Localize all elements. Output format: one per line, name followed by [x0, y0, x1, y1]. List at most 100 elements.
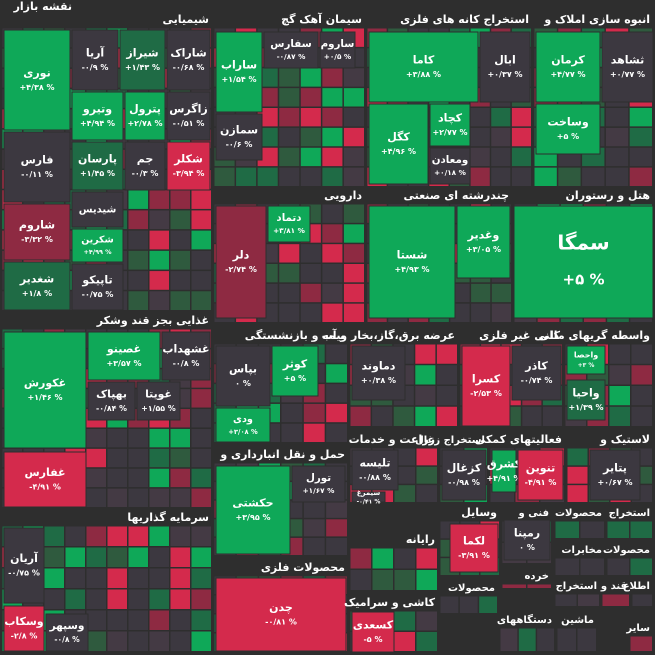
- sector-label: مخابرات: [561, 545, 602, 556]
- stock-change: -۳/۹۱ %: [458, 551, 490, 560]
- filler-cell: [436, 344, 457, 364]
- filler-cell: [279, 147, 300, 167]
- stock-change: -۳/۳۲ %: [21, 235, 53, 244]
- stock-cell: [351, 491, 386, 503]
- filler-cell: [128, 448, 148, 468]
- stock-name: بپاس: [229, 362, 257, 375]
- filler-cell: [86, 610, 106, 630]
- filler-cell: [170, 428, 190, 448]
- filler-cell: [491, 167, 511, 186]
- filler-cell: [605, 127, 629, 147]
- stock-name: ومعادن: [432, 154, 468, 166]
- stock-cell: [124, 91, 166, 141]
- stock-change: +۴/۹۱ %: [486, 474, 521, 483]
- stock-change: +۳/۹۵ %: [235, 513, 270, 522]
- stock-name: ساراب: [221, 58, 257, 71]
- stock-name: زاگرس: [169, 102, 208, 115]
- stock-change: ۰ %: [519, 543, 535, 552]
- stock-cell: [119, 29, 166, 91]
- stock-cell: [215, 113, 263, 161]
- stock-name: کاذر: [524, 359, 548, 372]
- filler-cell: [605, 147, 629, 167]
- filler-cell: [279, 167, 300, 186]
- sector-label: عرضه برق،گاز،بخار و آب: [322, 328, 455, 342]
- stock-name: رمپنا: [514, 526, 540, 539]
- filler-cell: [605, 167, 629, 186]
- sector-label: هتل و رستوران: [566, 189, 650, 202]
- filler-cell: [537, 628, 554, 651]
- filler-cell: [191, 230, 211, 250]
- stock-name: شیراز: [125, 46, 158, 59]
- filler-cell: [567, 448, 588, 466]
- filler-cell: [436, 386, 457, 406]
- stock-name: تنوین: [526, 461, 556, 474]
- filler-cell: [500, 628, 518, 651]
- filler-cell: [149, 610, 169, 630]
- stock-name: پارسان: [78, 152, 117, 165]
- filler-cell: [300, 88, 321, 107]
- stock-cell: [166, 141, 211, 191]
- filler-cell: [149, 291, 169, 310]
- stock-change: +۴/۹۶ %: [381, 147, 416, 156]
- stock-change: +۳ %: [578, 362, 595, 369]
- stock-cell: [511, 345, 562, 401]
- sector-label: غذایی بجز قند وشکر: [96, 314, 209, 327]
- stock-change: -۵ %: [363, 635, 382, 644]
- stock-cell: [566, 379, 606, 421]
- filler-cell: [394, 448, 415, 466]
- stock-change: -۰/۸۸ %: [359, 473, 391, 482]
- stock-change: +۴/۹۴ %: [80, 119, 115, 128]
- filler-cell: [149, 488, 169, 507]
- filler-cell: [86, 547, 106, 567]
- filler-cell: [471, 283, 491, 303]
- stock-name: تاپیکو: [81, 273, 112, 286]
- filler-cell: [107, 428, 127, 448]
- filler-cell: [394, 485, 415, 502]
- stock-cell: [368, 205, 456, 319]
- filler-cell: [343, 264, 364, 283]
- filler-cell: [415, 406, 436, 426]
- sector-label: کاشی و سرامیک: [344, 596, 436, 609]
- stock-cell: [3, 203, 71, 261]
- stock-cell: [535, 31, 601, 103]
- filler-cell: [170, 547, 190, 567]
- stock-cell: [319, 31, 356, 69]
- filler-cell: [191, 468, 211, 488]
- stock-cell: [166, 29, 211, 91]
- stock-change: -۰/۸۴ %: [96, 404, 127, 413]
- stock-change: -۲/۵۳ %: [470, 389, 502, 398]
- sector-label: استخراج کانه های فلزی: [400, 13, 529, 27]
- filler-cell: [609, 386, 630, 406]
- stock-change: +۰/۷۷ %: [610, 70, 645, 79]
- sector-label: دارویی: [324, 189, 362, 202]
- filler-cell: [170, 468, 190, 488]
- stock-name: تورل: [306, 472, 331, 484]
- stock-change: +۵ %: [284, 374, 306, 383]
- filler-cell: [350, 406, 371, 426]
- filler-cell: [440, 596, 459, 613]
- stock-name: ودی: [233, 414, 253, 425]
- stock-change: -۰/۱۱ %: [21, 170, 53, 179]
- filler-cell: [65, 589, 85, 609]
- stock-name: حکشتی: [232, 496, 273, 509]
- filler-cell: [326, 384, 347, 403]
- stock-name: پترول: [129, 102, 161, 115]
- filler-cell: [214, 167, 235, 186]
- filler-cell: [491, 283, 511, 303]
- stock-change: -۰/۹ %: [82, 63, 109, 72]
- stock-cell: [3, 29, 71, 131]
- filler-cell: [191, 291, 211, 310]
- sector-label: چندرشته ای صنعتی: [403, 189, 509, 202]
- stock-name: کشرق: [487, 457, 522, 470]
- filler-cell: [170, 568, 190, 588]
- sector-label: محصولات: [448, 583, 495, 594]
- stock-change: +۱/۵۵ %: [141, 404, 176, 413]
- filler-cell: [322, 303, 343, 322]
- filler-cell: [170, 250, 190, 270]
- filler-cell: [343, 244, 364, 263]
- stock-change: -۲/۸ %: [11, 632, 38, 641]
- filler-cell: [322, 147, 343, 167]
- sector-label: وسایل: [461, 506, 497, 519]
